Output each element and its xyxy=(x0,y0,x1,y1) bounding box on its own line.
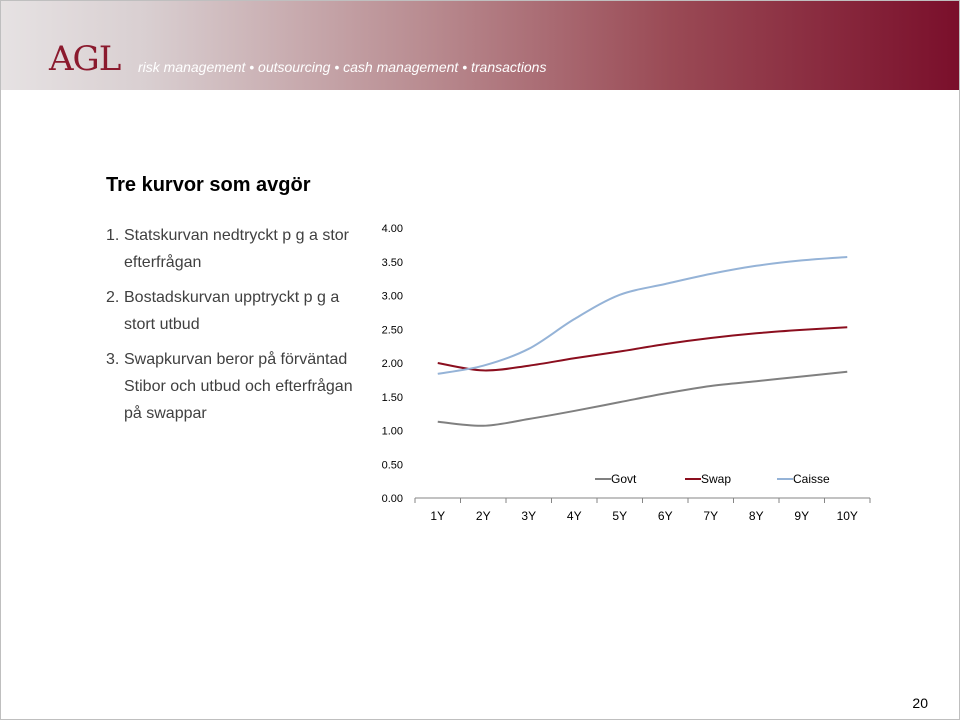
y-tick-label: 0.50 xyxy=(382,459,403,471)
y-tick-label: 1.00 xyxy=(382,426,403,438)
legend-label-swap: Swap xyxy=(701,472,731,486)
header-tagline: risk management • outsourcing • cash man… xyxy=(138,59,547,75)
x-tick-label: 7Y xyxy=(703,509,718,523)
list-item: 1. Statskurvan nedtryckt p g a stor efter… xyxy=(106,222,371,276)
y-tick-label: 2.50 xyxy=(382,324,403,336)
yield-curve-chart: 0.00 0.50 1.00 1.50 2.00 2.50 3.00 3.50 4.00 1Y 2Y… xyxy=(382,223,871,523)
slide-title: Tre kurvor som avgör xyxy=(106,174,311,196)
x-tick-label: 3Y xyxy=(521,509,536,523)
x-tick-label: 2Y xyxy=(476,509,491,523)
list-number: 1. xyxy=(106,227,120,244)
x-tick-label: 4Y xyxy=(567,509,582,523)
legend-label-caisse: Caisse xyxy=(793,472,830,486)
x-tick-label: 9Y xyxy=(794,509,809,523)
list-text: Statskurvan nedtryckt p g a stor efterfr… xyxy=(124,227,349,271)
list-item: 3. Swapkurvan beror på förväntad Stibor o… xyxy=(106,346,371,427)
x-tick-label: 10Y xyxy=(837,509,858,523)
agl-logo: AGL xyxy=(49,39,121,79)
y-tick-label: 3.50 xyxy=(382,257,403,269)
y-tick-label: 2.00 xyxy=(382,358,403,370)
series-line-caisse xyxy=(437,256,848,375)
y-tick-label: 1.50 xyxy=(382,392,403,404)
series-line-govt xyxy=(437,370,848,427)
legend-label-govt: Govt xyxy=(611,472,637,486)
y-tick-label: 3.00 xyxy=(382,291,403,303)
list-item: 2. Bostadskurvan upptryckt p g a stort ut… xyxy=(106,284,371,338)
point-list: 1. Statskurvan nedtryckt p g a stor efter… xyxy=(106,222,371,435)
list-number: 2. xyxy=(106,289,120,306)
list-text: Bostadskurvan upptryckt p g a stort utbu… xyxy=(124,289,340,333)
list-text: Swapkurvan beror på förväntad Stibor och… xyxy=(124,351,353,422)
x-tick-label: 8Y xyxy=(749,509,764,523)
y-tick-label: 0.00 xyxy=(382,493,403,505)
x-tick-label: 5Y xyxy=(612,509,627,523)
series-line-swap xyxy=(437,326,848,372)
list-number: 3. xyxy=(106,351,120,368)
x-tick-label: 6Y xyxy=(658,509,673,523)
y-tick-label: 4.00 xyxy=(382,223,403,235)
header-banner: AGL risk management • outsourcing • cash… xyxy=(1,1,959,90)
x-tick-label: 1Y xyxy=(430,509,445,523)
page-number: 20 xyxy=(912,695,928,711)
